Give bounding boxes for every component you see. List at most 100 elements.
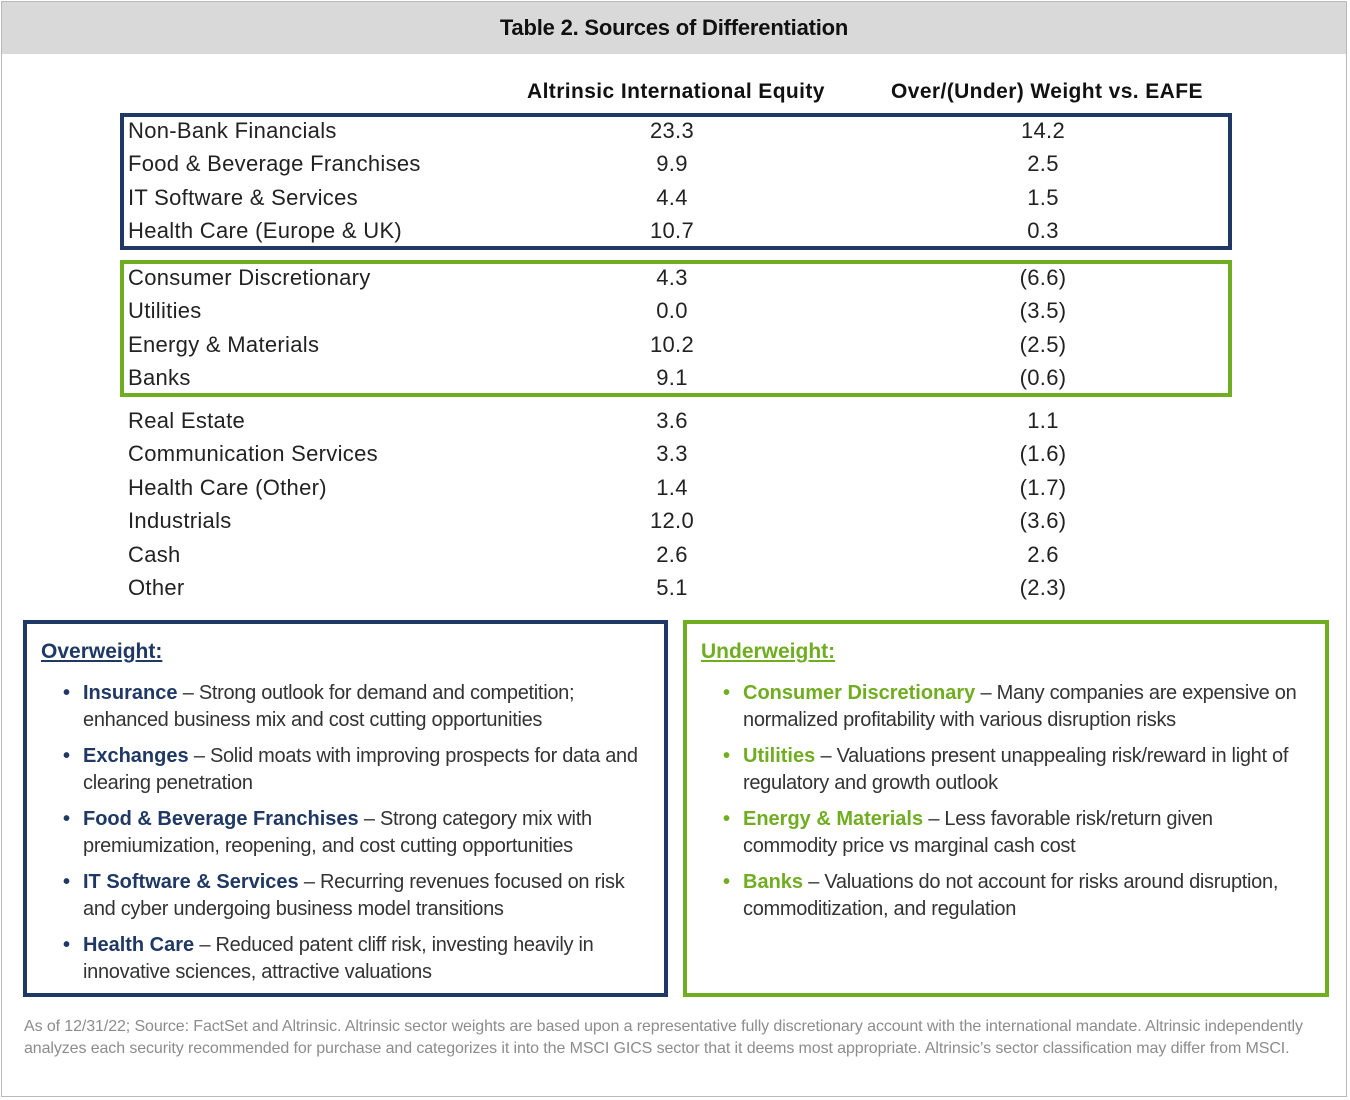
- sector-name: Industrials: [128, 508, 232, 534]
- sector-name: Consumer Discretionary: [128, 265, 371, 290]
- overweight-bullet-item: • Health Care – Reduced patent cliff risk…: [63, 932, 644, 986]
- over-under-weight: 1.5: [1027, 184, 1059, 210]
- underweight-list: • Consumer Discretionary – Many companies…: [723, 680, 1305, 932]
- underweight-bullet-item: • Banks – Valuations do not account for r…: [723, 869, 1305, 923]
- over-under-weight: (3.5): [1019, 298, 1067, 324]
- underweight-panel: Underweight: • Consumer Discretionary – M…: [683, 620, 1329, 997]
- underweight-heading: Underweight:: [701, 640, 836, 663]
- bullet-icon: •: [63, 871, 70, 893]
- column-header-portfolio-weight: Altrinsic International Equity: [527, 80, 825, 103]
- sector-name: Health Care (Other): [128, 474, 327, 500]
- portfolio-weight: 9.9: [656, 151, 688, 177]
- table-row: Cash 2.6 2.6: [128, 542, 1228, 574]
- bullet-term: Consumer Discretionary: [743, 682, 976, 704]
- sector-name: IT Software & Services: [128, 184, 358, 210]
- over-under-weight: (1.7): [1019, 474, 1067, 500]
- over-under-weight: (0.6): [1019, 365, 1067, 391]
- bullet-icon: •: [723, 745, 730, 767]
- portfolio-weight: 3.3: [656, 441, 688, 467]
- sector-name: Cash: [128, 541, 181, 567]
- over-under-weight: (1.6): [1019, 441, 1067, 467]
- overweight-bullet-item: • IT Software & Services – Recurring reve…: [63, 869, 644, 923]
- portfolio-weight: 2.6: [656, 541, 688, 567]
- over-under-weight: 2.5: [1027, 151, 1059, 177]
- portfolio-weight: 0.0: [656, 298, 688, 324]
- bullet-term: Insurance: [83, 682, 178, 704]
- underweight-bullet-item: • Utilities – Valuations present unappeal…: [723, 743, 1305, 797]
- bullet-description: – Recurring revenues focused on risk and…: [83, 871, 625, 920]
- table-row: Utilities 0.0 (3.5): [128, 298, 1228, 330]
- table-row: Banks 9.1 (0.6): [128, 365, 1228, 397]
- overweight-panel: Overweight: • Insurance – Strong outlook …: [23, 620, 668, 997]
- over-under-weight: (6.6): [1019, 265, 1067, 290]
- table-row: IT Software & Services 4.4 1.5: [128, 185, 1228, 217]
- bullet-description: – Strong category mix with premiumizatio…: [83, 808, 592, 857]
- bullet-description: – Less favorable risk/return given commo…: [743, 808, 1213, 857]
- table-row: Consumer Discretionary 4.3 (6.6): [128, 265, 1228, 297]
- overweight-bullet-item: • Food & Beverage Franchises – Strong cat…: [63, 806, 644, 860]
- table-row: Industrials 12.0 (3.6): [128, 508, 1228, 540]
- bullet-icon: •: [63, 934, 70, 956]
- sector-name: Food & Beverage Franchises: [128, 151, 421, 177]
- bullet-term: Food & Beverage Franchises: [83, 808, 359, 830]
- table-row: Health Care (Europe & UK) 10.7 0.3: [128, 218, 1228, 250]
- sector-name: Other: [128, 575, 185, 600]
- portfolio-weight: 10.7: [649, 218, 695, 244]
- over-under-weight: 2.6: [1027, 541, 1059, 567]
- table-row: Other 5.1 (2.3): [128, 575, 1228, 607]
- portfolio-weight: 10.2: [649, 331, 695, 357]
- table-row: Non-Bank Financials 23.3 14.2: [128, 118, 1228, 150]
- table-title-bar: Table 2. Sources of Differentiation: [2, 2, 1346, 54]
- bullet-description: – Solid moats with improving prospects f…: [83, 745, 638, 794]
- over-under-weight: 14.2: [1020, 118, 1066, 143]
- bullet-term: Exchanges: [83, 745, 189, 767]
- bullet-term: Energy & Materials: [743, 808, 924, 830]
- table-row: Real Estate 3.6 1.1: [128, 408, 1228, 440]
- underweight-bullet-item: • Energy & Materials – Less favorable ris…: [723, 806, 1305, 860]
- bullet-icon: •: [723, 871, 730, 893]
- table-row: Communication Services 3.3 (1.6): [128, 441, 1228, 473]
- table-row: Energy & Materials 10.2 (2.5): [128, 332, 1228, 364]
- sector-name: Real Estate: [128, 408, 246, 433]
- bullet-term: Health Care: [83, 934, 195, 956]
- overweight-heading: Overweight:: [41, 640, 163, 663]
- bullet-icon: •: [63, 682, 70, 704]
- over-under-weight: 0.3: [1027, 218, 1059, 244]
- overweight-list: • Insurance – Strong outlook for demand a…: [63, 680, 644, 995]
- sector-name: Non-Bank Financials: [128, 118, 337, 143]
- underweight-bullet-item: • Consumer Discretionary – Many companies…: [723, 680, 1305, 734]
- bullet-term: Utilities: [743, 745, 816, 767]
- bullet-term: IT Software & Services: [83, 871, 299, 893]
- bullet-icon: •: [723, 808, 730, 830]
- table-row: Health Care (Other) 1.4 (1.7): [128, 475, 1228, 507]
- bullet-term: Banks: [743, 871, 804, 893]
- over-under-weight: 1.1: [1027, 408, 1059, 433]
- portfolio-weight: 4.4: [656, 184, 688, 210]
- sector-name: Energy & Materials: [128, 331, 320, 357]
- bullet-description: – Many companies are expensive on normal…: [743, 682, 1297, 731]
- source-footnote: As of 12/31/22; Source: FactSet and Altr…: [24, 1018, 1303, 1057]
- sector-name: Utilities: [128, 298, 202, 324]
- bullet-icon: •: [63, 808, 70, 830]
- bullet-icon: •: [63, 745, 70, 767]
- overweight-bullet-item: • Insurance – Strong outlook for demand a…: [63, 680, 644, 734]
- overweight-group-box: [120, 113, 1232, 250]
- table-row: Food & Beverage Franchises 9.9 2.5: [128, 151, 1228, 183]
- sector-name: Communication Services: [128, 441, 378, 467]
- bullet-description: – Valuations present unappealing risk/re…: [743, 745, 1289, 794]
- bullet-description: – Strong outlook for demand and competit…: [83, 682, 575, 731]
- over-under-weight: (2.3): [1019, 575, 1067, 600]
- portfolio-weight: 5.1: [656, 575, 688, 600]
- over-under-weight: (2.5): [1019, 331, 1067, 357]
- overweight-bullet-item: • Exchanges – Solid moats with improving …: [63, 743, 644, 797]
- sector-name: Health Care (Europe & UK): [128, 218, 403, 244]
- portfolio-weight: 1.4: [656, 474, 688, 500]
- sector-name: Banks: [128, 365, 191, 391]
- bullet-icon: •: [723, 682, 730, 704]
- underweight-group-box: [120, 260, 1232, 397]
- portfolio-weight: 23.3: [649, 118, 695, 143]
- column-header-over-under-weight: Over/(Under) Weight vs. EAFE: [891, 80, 1203, 103]
- bullet-description: – Valuations do not account for risks ar…: [743, 871, 1279, 920]
- portfolio-weight: 3.6: [656, 408, 688, 433]
